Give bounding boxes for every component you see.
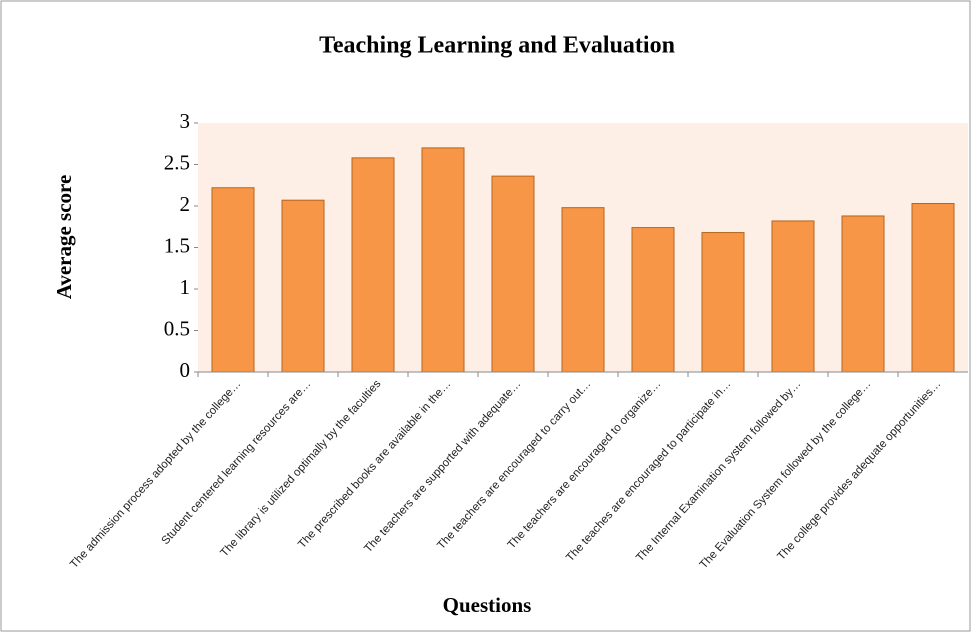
bar bbox=[841, 215, 885, 373]
bar bbox=[631, 227, 675, 373]
bar bbox=[911, 203, 955, 373]
x-axis-title: Questions bbox=[443, 593, 532, 617]
bar bbox=[421, 147, 465, 373]
bar bbox=[561, 207, 605, 373]
bar bbox=[281, 199, 325, 373]
bar bbox=[771, 220, 815, 373]
bar bbox=[491, 175, 535, 373]
y-tick-label: 1 bbox=[180, 275, 191, 299]
bar bbox=[351, 157, 395, 373]
y-tick-label: 0 bbox=[180, 358, 191, 382]
y-tick-label: 1.5 bbox=[164, 233, 190, 257]
y-tick-label: 2 bbox=[180, 192, 191, 216]
y-tick-label: 2.5 bbox=[164, 150, 190, 174]
y-tick-label: 3 bbox=[180, 109, 191, 133]
y-axis-title: Average score bbox=[52, 175, 76, 300]
bar bbox=[211, 187, 255, 373]
y-tick-label: 0.5 bbox=[164, 316, 190, 340]
bar bbox=[701, 232, 745, 373]
chart-title: Teaching Learning and Evaluation bbox=[319, 33, 675, 59]
